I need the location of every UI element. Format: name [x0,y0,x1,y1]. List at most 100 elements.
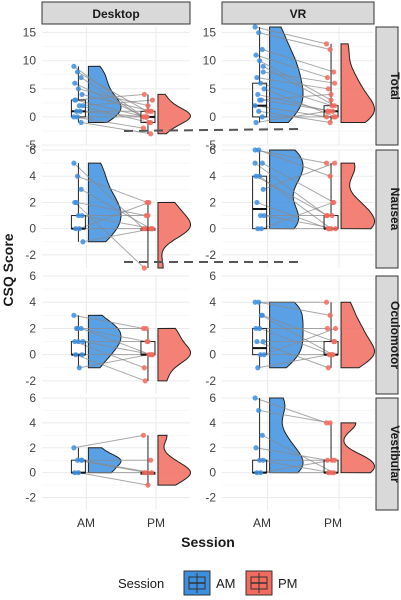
pair-line [73,314,144,329]
strip-oculomotor [375,275,399,395]
pair-line [255,149,327,164]
point-am [257,173,263,179]
strip-total-label: Total [388,72,401,100]
strip-oculomotor-label: Oculomotor [388,301,401,369]
point-pm [143,325,149,332]
point-am [79,352,85,358]
row-strips: Total Nausea Oculomotor Vestibular [375,26,401,511]
pair-line [258,32,331,50]
legend-key-pm [245,570,273,596]
violin-am [269,149,304,230]
panel-total-vr: -5 0 5 10 15 [203,24,376,152]
y-tick-label: 6 [29,269,36,283]
point-pm [149,352,156,358]
point-am [253,445,259,451]
point-pm [323,420,330,426]
point-pm [323,299,330,305]
point-am [72,80,78,86]
point-am [71,445,77,451]
pair-line [73,65,144,118]
point-am [72,338,78,345]
y-tick-label: 10 [23,54,37,68]
y-tick-label: 0 [209,348,216,362]
point-am [75,470,81,476]
point-am [252,103,258,109]
point-am [253,325,259,332]
point-pm [148,131,154,137]
y-axis-title: CSQ Score [0,233,16,306]
y-tick-label: 4 [29,416,36,430]
y-tick-label: -2 [205,248,216,262]
point-pm [144,114,150,120]
point-am [261,86,267,92]
legend-key-am [183,570,211,596]
point-am [253,119,259,126]
point-pm [140,125,147,131]
point-pm [324,325,331,332]
pair-line [78,472,149,486]
pair-line [254,397,327,424]
pair-line [77,459,148,474]
point-pm [331,114,337,120]
point-pm [326,226,332,232]
point-pm [329,457,335,463]
point-pm [140,432,147,438]
point-am [74,114,81,120]
point-pm [323,41,330,47]
pair-line [81,215,152,230]
point-am [258,312,264,318]
pair-line [262,48,334,73]
point-am [254,74,260,81]
point-am [255,226,261,232]
pair-line [77,175,148,203]
point-pm [323,160,330,166]
point-pm [146,199,152,206]
y-tick-label: 0 [29,222,36,236]
pair-line [74,93,145,101]
point-pm [149,97,156,103]
violin-am [269,301,304,369]
point-pm [145,103,151,109]
y-tick-label: 15 [23,26,37,40]
y-tick-label: 0 [209,110,216,124]
point-pm [141,91,147,98]
point-am [76,103,82,109]
point-pm [324,74,331,81]
panel-nausea-vr: -2 0 2 4 6 [205,143,375,268]
violin-pm [157,434,192,486]
violin-pm [157,93,192,135]
y-tick-label: 0 [209,466,216,480]
point-am [72,470,78,476]
point-am [78,325,84,332]
point-am [80,338,86,345]
point-am [78,119,84,126]
pair-line [79,354,149,369]
point-am [257,470,264,476]
point-am [74,173,81,179]
y-tick-label: -5 [205,138,216,152]
point-am [74,457,81,463]
y-tick-label: 2 [29,441,36,455]
y-tick-label: 4 [29,169,36,183]
strip-desktop [41,1,191,25]
violin-pm [340,162,375,230]
point-pm [325,86,331,92]
point-am [253,173,259,179]
pair-line [256,77,329,90]
point-am [257,457,263,463]
point-am [259,46,265,53]
point-am [260,457,266,463]
point-am [254,338,260,345]
pair-line [255,447,328,461]
point-am [256,30,262,36]
point-am [256,299,262,305]
panels: -5 0 5 10 15 -5 0 5 10 15 -2 0 2 4 6 -2 0 2 4 6 -2 0 2 4 6 -2 0 2 4 6… [23,24,376,510]
violin-pm [340,43,376,124]
strip-desktop-label: Desktop [92,7,139,21]
point-pm [145,338,151,345]
point-am [77,108,83,114]
y-tick-label: 6 [209,143,216,157]
pair-line [254,162,327,216]
pair-line [74,202,145,269]
strip-total [375,26,399,146]
